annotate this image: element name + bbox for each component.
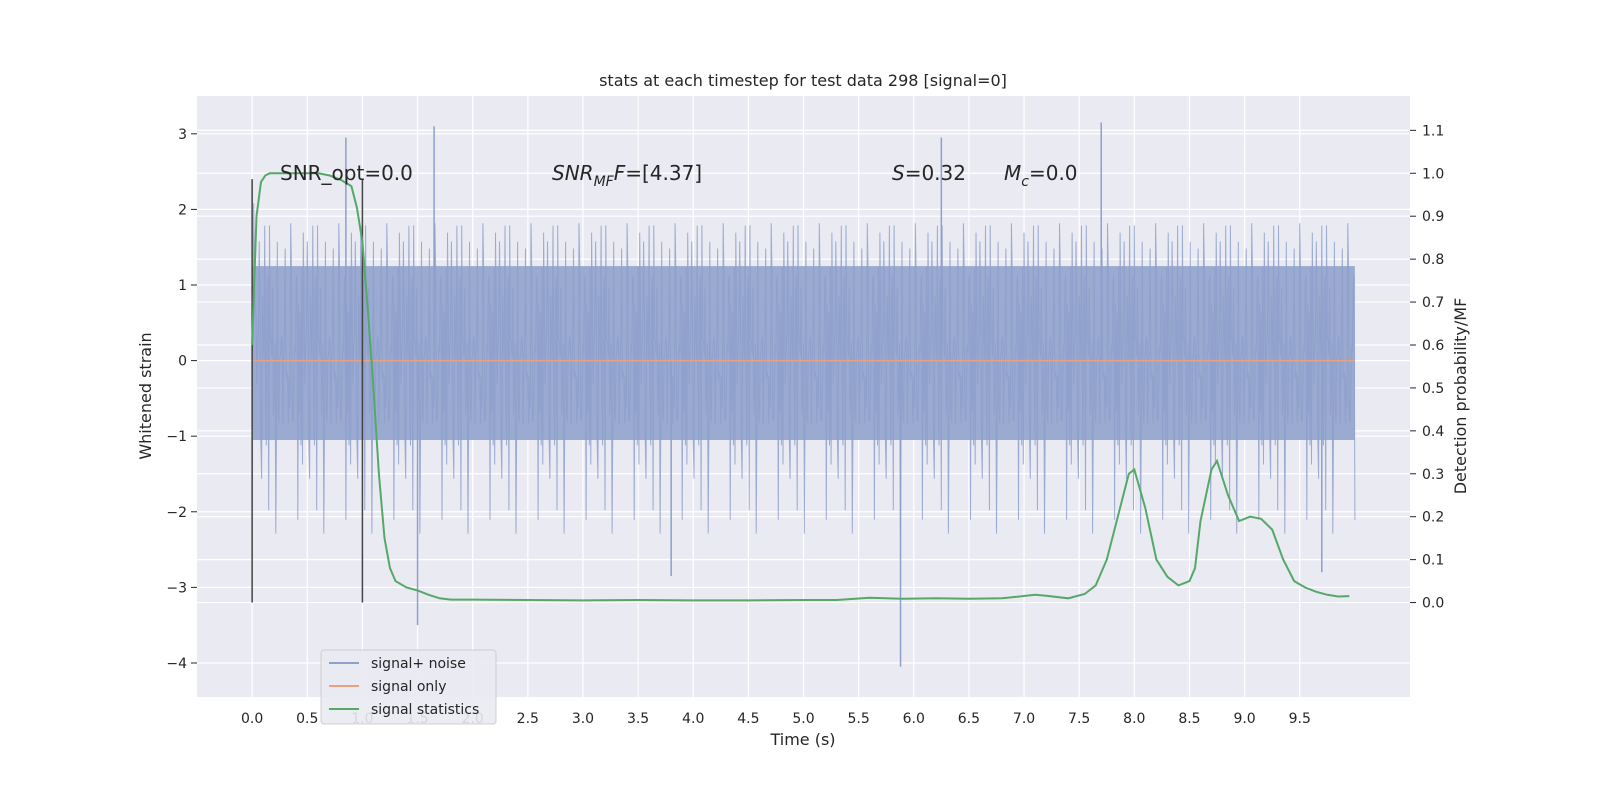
annotation-s: S=0.32 bbox=[892, 161, 966, 185]
x-tick-label: 0.5 bbox=[296, 711, 318, 727]
legend: signal+ noise signal only signal statist… bbox=[320, 649, 497, 725]
y-tick-label: 2 bbox=[178, 202, 187, 218]
x-tick-label: 3.5 bbox=[627, 711, 649, 727]
y-tick-label: −4 bbox=[166, 656, 187, 672]
y-tick-label: 0 bbox=[178, 354, 187, 370]
y2-tick-label: 0.5 bbox=[1422, 381, 1444, 397]
noise-series bbox=[251, 122, 1356, 667]
y2-tick-label: 0.7 bbox=[1422, 295, 1444, 311]
x-tick-label: 2.5 bbox=[517, 711, 539, 727]
x-tick-label: 6.0 bbox=[903, 711, 925, 727]
x-tick-label: 5.5 bbox=[848, 711, 870, 727]
y2-tick-label: 0.2 bbox=[1422, 510, 1444, 526]
y2-axis-label: Detection probability/MF bbox=[1451, 298, 1470, 495]
annotation-snr-mf: SNRMFF=[4.37] bbox=[552, 161, 702, 190]
x-tick-label: 7.0 bbox=[1013, 711, 1035, 727]
y2-tick-label: 0.8 bbox=[1422, 252, 1444, 268]
y2-tick-label: 0.1 bbox=[1422, 553, 1444, 569]
y2-ticks: 1.1 1.0 0.9 0.8 0.7 0.6 0.5 0.4 0.3 0.2 0.1 0.0 bbox=[1410, 123, 1444, 612]
x-tick-label: 5.0 bbox=[792, 711, 814, 727]
y2-tick-label: 1.0 bbox=[1422, 166, 1444, 182]
y-tick-label: −3 bbox=[166, 580, 187, 596]
annotation-mc: Mc=0.0 bbox=[1004, 161, 1078, 190]
legend-label-signal-noise: signal+ noise bbox=[371, 656, 466, 672]
annotation-snr-opt: SNR_opt=0.0 bbox=[280, 161, 413, 185]
y2-tick-label: 0.6 bbox=[1422, 338, 1444, 354]
x-tick-label: 8.5 bbox=[1178, 711, 1200, 727]
legend-label-signal-statistics: signal statistics bbox=[371, 702, 479, 718]
y2-tick-label: 0.4 bbox=[1422, 424, 1444, 440]
x-tick-label: 9.0 bbox=[1233, 711, 1255, 727]
legend-frame bbox=[320, 649, 497, 725]
x-axis-label: Time (s) bbox=[769, 730, 835, 749]
y-ticks: 3 2 1 0 −1 −2 −3 −4 bbox=[166, 127, 197, 672]
x-tick-label: 3.0 bbox=[572, 711, 594, 727]
x-tick-label: 4.0 bbox=[682, 711, 704, 727]
x-tick-label: 7.5 bbox=[1068, 711, 1090, 727]
signal-statistics-line bbox=[251, 172, 1350, 602]
y2-tick-label: 1.1 bbox=[1422, 123, 1444, 139]
y-tick-label: −2 bbox=[166, 505, 187, 521]
y-tick-label: 1 bbox=[178, 278, 187, 294]
line-series bbox=[251, 172, 1355, 603]
chart-title: stats at each timestep for test data 298… bbox=[599, 71, 1007, 90]
y-tick-label: 3 bbox=[178, 127, 187, 143]
y2-tick-label: 0.0 bbox=[1422, 596, 1444, 612]
x-tick-label: 6.5 bbox=[958, 711, 980, 727]
y2-tick-label: 0.9 bbox=[1422, 209, 1444, 225]
x-tick-label: 0.0 bbox=[241, 711, 263, 727]
x-tick-label: 9.5 bbox=[1289, 711, 1311, 727]
x-ticks: 0.00.51.01.52.02.53.03.54.04.55.05.56.06… bbox=[241, 711, 1311, 727]
y2-tick-label: 0.3 bbox=[1422, 467, 1444, 483]
y-axis-label: Whitened strain bbox=[136, 332, 155, 459]
noise-trace bbox=[251, 203, 1356, 534]
y-tick-label: −1 bbox=[166, 429, 187, 445]
legend-label-signal-only: signal only bbox=[371, 679, 446, 695]
x-tick-label: 8.0 bbox=[1123, 711, 1145, 727]
x-tick-label: 4.5 bbox=[737, 711, 759, 727]
